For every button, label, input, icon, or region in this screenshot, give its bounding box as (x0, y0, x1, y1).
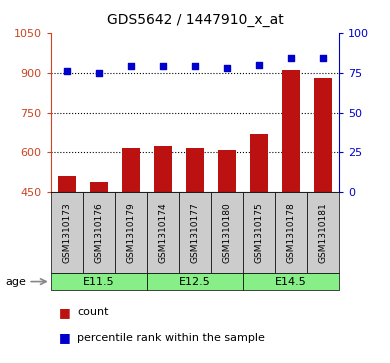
Text: ■: ■ (58, 306, 70, 319)
Text: GSM1310177: GSM1310177 (190, 202, 200, 263)
Bar (51, 192, 83, 273)
Point (256, 62, 262, 68)
Bar (147, 192, 179, 273)
Text: GSM1310179: GSM1310179 (126, 202, 135, 263)
Text: E12.5: E12.5 (179, 277, 211, 286)
Point (160, 63, 166, 69)
Text: GSM1310178: GSM1310178 (287, 202, 296, 263)
Text: GSM1310176: GSM1310176 (94, 202, 103, 263)
Text: GDS5642 / 1447910_x_at: GDS5642 / 1447910_x_at (106, 13, 284, 27)
Bar (51, 273, 147, 290)
Text: E11.5: E11.5 (83, 277, 115, 286)
Bar (154, 146, 172, 192)
Text: GSM1310175: GSM1310175 (255, 202, 264, 263)
Text: GSM1310181: GSM1310181 (319, 202, 328, 263)
Text: ■: ■ (58, 331, 70, 344)
Text: GSM1310173: GSM1310173 (62, 202, 71, 263)
Bar (243, 192, 275, 273)
Text: percentile rank within the sample: percentile rank within the sample (77, 333, 265, 343)
Bar (179, 192, 211, 273)
Text: E14.5: E14.5 (275, 277, 307, 286)
Bar (147, 273, 243, 290)
Point (128, 63, 134, 69)
Bar (83, 192, 115, 273)
Bar (243, 273, 339, 290)
Bar (250, 134, 268, 192)
Bar (211, 192, 243, 273)
Text: age: age (6, 277, 27, 286)
Bar (186, 148, 204, 192)
Point (288, 55, 294, 61)
Bar (307, 192, 339, 273)
Text: GSM1310180: GSM1310180 (223, 202, 232, 263)
Bar (122, 148, 140, 192)
Point (192, 63, 198, 69)
Point (64, 68, 70, 74)
Bar (90, 182, 108, 192)
Text: GSM1310174: GSM1310174 (158, 202, 167, 263)
Point (96, 70, 102, 76)
Bar (282, 70, 300, 192)
Bar (58, 176, 76, 192)
Bar (314, 78, 332, 192)
Bar (218, 150, 236, 192)
Bar (115, 192, 147, 273)
Point (320, 55, 326, 61)
Bar (275, 192, 307, 273)
Text: count: count (77, 307, 109, 317)
Point (224, 65, 230, 71)
